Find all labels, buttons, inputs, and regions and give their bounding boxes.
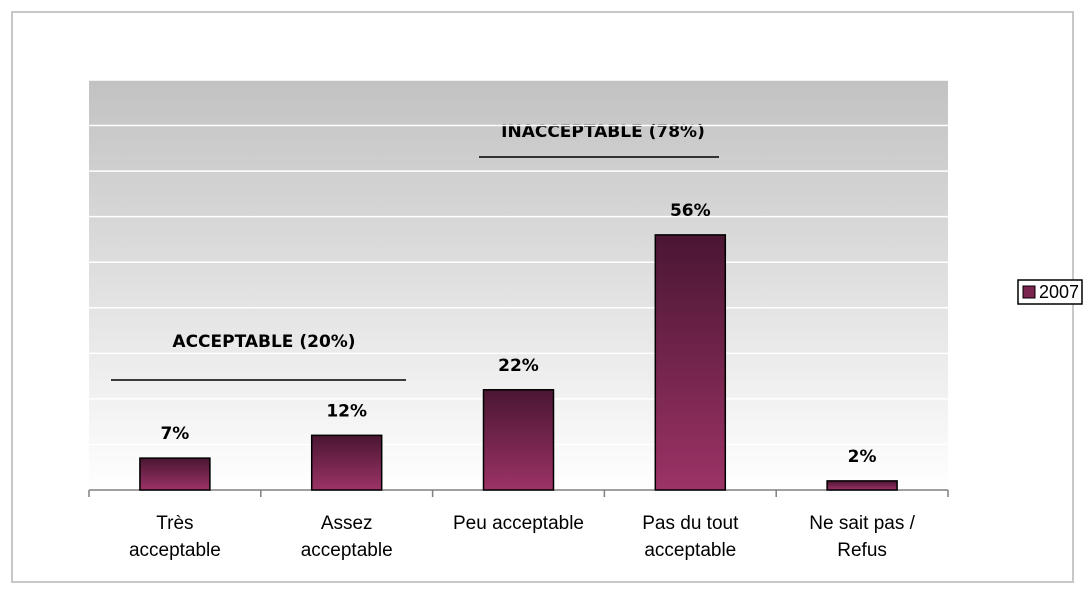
x-tick-label: Ne sait pas / Refus [809, 513, 915, 561]
annotation: ACCEPTABLE (20%) [172, 332, 355, 352]
x-tick-label: Peu acceptable [453, 513, 584, 534]
data-label: 22% [498, 356, 539, 376]
data-label: 7% [160, 424, 189, 444]
x-tick-label: Pas du tout acceptable [642, 513, 739, 561]
bar [482, 389, 555, 491]
x-tick-label: Assez acceptable [300, 513, 393, 561]
bar [139, 457, 211, 491]
bar [826, 480, 898, 491]
legend-swatch [1022, 285, 1036, 299]
data-label: 56% [670, 201, 711, 221]
data-label: 12% [326, 401, 367, 421]
annotation: INACCEPTABLE (78%) [501, 122, 705, 142]
data-label: 2% [848, 447, 877, 467]
legend-label: 2007 [1039, 282, 1079, 302]
x-tick-label: Très acceptable [128, 513, 221, 561]
bar [654, 234, 727, 491]
bar [310, 434, 383, 491]
